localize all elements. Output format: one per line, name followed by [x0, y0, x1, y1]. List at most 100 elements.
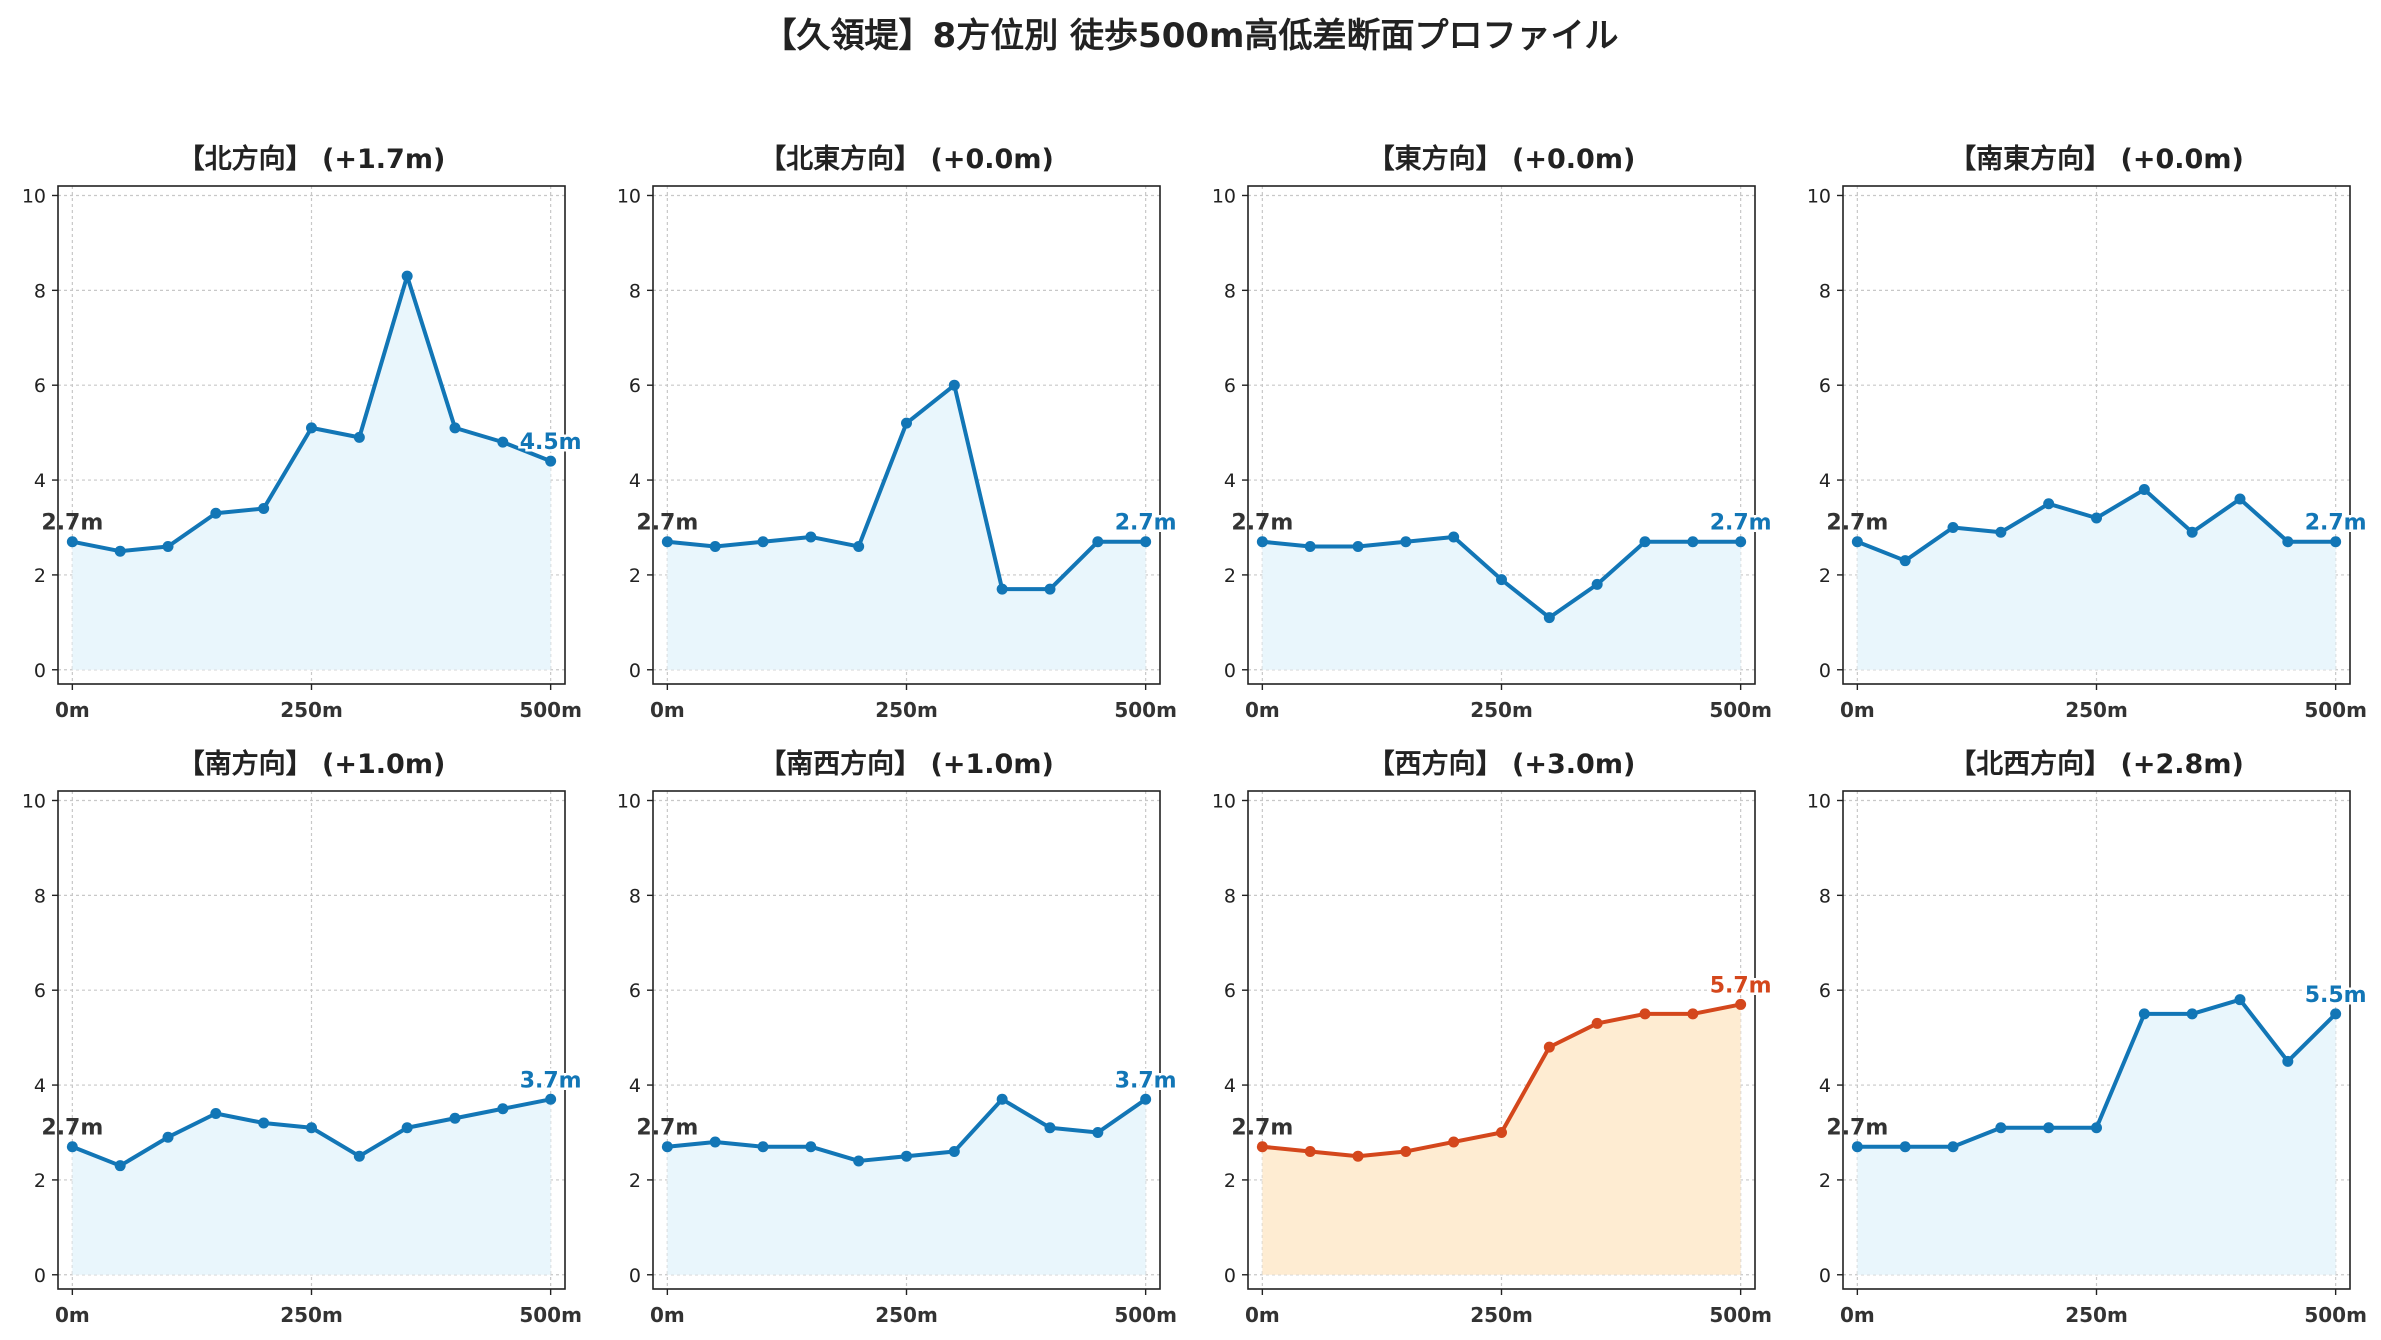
y-tick-label: 0 — [1224, 660, 1236, 682]
data-point — [306, 422, 317, 434]
data-point — [1947, 1141, 1959, 1153]
data-point — [757, 536, 769, 548]
y-tick-label: 2 — [1819, 565, 1831, 587]
x-tick-label: 500m — [1709, 1303, 1772, 1327]
end-elevation-label: 2.7m — [2305, 511, 2367, 536]
data-point — [709, 1136, 721, 1148]
data-point — [258, 1117, 270, 1129]
data-point — [1044, 1122, 1056, 1134]
y-tick-label: 4 — [1224, 470, 1236, 492]
start-elevation-label: 2.7m — [1826, 1116, 1888, 1141]
data-point — [114, 1160, 126, 1172]
data-point — [353, 431, 365, 443]
data-point — [1639, 1008, 1651, 1020]
data-point — [306, 1122, 317, 1134]
y-tick-label: 6 — [1819, 980, 1831, 1002]
data-point — [401, 270, 413, 282]
data-point — [2234, 994, 2246, 1006]
y-tick-label: 4 — [34, 470, 46, 492]
data-point — [2330, 536, 2342, 548]
data-point — [2138, 484, 2150, 496]
end-elevation-label: 2.7m — [1710, 511, 1772, 536]
data-point — [1256, 1141, 1268, 1153]
data-point — [1352, 540, 1364, 552]
panel-title: 【南方向】 (+1.0m) — [178, 748, 446, 780]
data-point — [1092, 536, 1104, 548]
y-tick-label: 0 — [629, 660, 641, 682]
data-point — [1256, 536, 1268, 548]
panel-2: 【北東方向】 (+0.0m) 0 2 4 6 8 10 0m 250m 500m 2.7m 2.7m — [617, 143, 1179, 722]
data-point — [901, 1150, 912, 1162]
data-point — [1448, 531, 1460, 543]
data-point — [1092, 1126, 1104, 1138]
data-point — [497, 436, 509, 448]
y-tick-label: 4 — [629, 470, 641, 492]
y-tick-label: 8 — [1224, 885, 1236, 907]
x-tick-label: 0m — [650, 1303, 685, 1327]
data-point — [1400, 1145, 1412, 1157]
data-point — [2186, 526, 2198, 538]
panel-5: 【南方向】 (+1.0m) 0 2 4 6 8 10 0m 250m 500m 2.7m 3.7m — [22, 748, 584, 1327]
x-tick-label: 250m — [2065, 1303, 2128, 1327]
y-tick-label: 10 — [1807, 790, 1831, 812]
data-point — [66, 1141, 78, 1153]
y-tick-label: 2 — [34, 1170, 46, 1192]
x-tick-label: 0m — [650, 698, 685, 722]
x-tick-label: 500m — [1114, 1303, 1177, 1327]
y-tick-label: 10 — [22, 185, 46, 207]
y-tick-label: 8 — [1224, 280, 1236, 302]
x-tick-label: 500m — [519, 698, 582, 722]
data-point — [1591, 1017, 1603, 1029]
start-elevation-label: 2.7m — [636, 511, 698, 536]
data-point — [996, 1093, 1008, 1105]
data-point — [1304, 1145, 1316, 1157]
data-point — [996, 583, 1008, 595]
data-point — [1543, 1041, 1555, 1053]
end-elevation-label: 3.7m — [520, 1068, 582, 1093]
end-elevation-label: 3.7m — [1115, 1068, 1177, 1093]
data-point — [1400, 536, 1412, 548]
x-tick-label: 250m — [2065, 698, 2128, 722]
start-elevation-label: 2.7m — [1826, 511, 1888, 536]
data-point — [162, 540, 174, 552]
data-point — [901, 417, 912, 429]
x-tick-label: 500m — [519, 1303, 582, 1327]
data-point — [2186, 1008, 2198, 1020]
y-tick-label: 8 — [34, 280, 46, 302]
data-point — [1735, 536, 1747, 548]
data-point — [1687, 1008, 1699, 1020]
start-elevation-label: 2.7m — [41, 511, 103, 536]
y-tick-label: 0 — [34, 660, 46, 682]
data-point — [114, 545, 126, 557]
data-point — [757, 1141, 769, 1153]
start-elevation-label: 2.7m — [636, 1116, 698, 1141]
y-tick-label: 0 — [34, 1265, 46, 1287]
panel-title: 【西方向】 (+3.0m) — [1368, 748, 1636, 780]
data-point — [162, 1131, 174, 1143]
data-point — [258, 503, 270, 515]
data-point — [497, 1103, 509, 1115]
data-point — [1995, 526, 2007, 538]
y-tick-label: 8 — [1819, 280, 1831, 302]
data-point — [353, 1150, 365, 1162]
data-point — [1947, 521, 1959, 533]
y-tick-label: 8 — [1819, 885, 1831, 907]
y-tick-label: 6 — [34, 980, 46, 1002]
data-point — [2091, 512, 2102, 524]
data-point — [1851, 1141, 1863, 1153]
data-point — [948, 1145, 960, 1157]
x-tick-label: 0m — [55, 1303, 90, 1327]
data-point — [210, 1108, 222, 1120]
data-point — [1496, 574, 1507, 586]
data-point — [1448, 1136, 1460, 1148]
data-point — [853, 1155, 865, 1167]
panel-4: 【南東方向】 (+0.0m) 0 2 4 6 8 10 0m 250m 500m 2.7m 2.7m — [1807, 143, 2369, 722]
y-tick-label: 6 — [34, 375, 46, 397]
panel-title: 【南西方向】 (+1.0m) — [759, 748, 1054, 780]
data-point — [1899, 555, 1911, 567]
y-tick-label: 8 — [629, 885, 641, 907]
panel-1: 【北方向】 (+1.7m) 0 2 4 6 8 10 0m 250m 500m 2.7m 4.5m — [22, 143, 584, 722]
y-tick-label: 2 — [34, 565, 46, 587]
y-tick-label: 6 — [1819, 375, 1831, 397]
